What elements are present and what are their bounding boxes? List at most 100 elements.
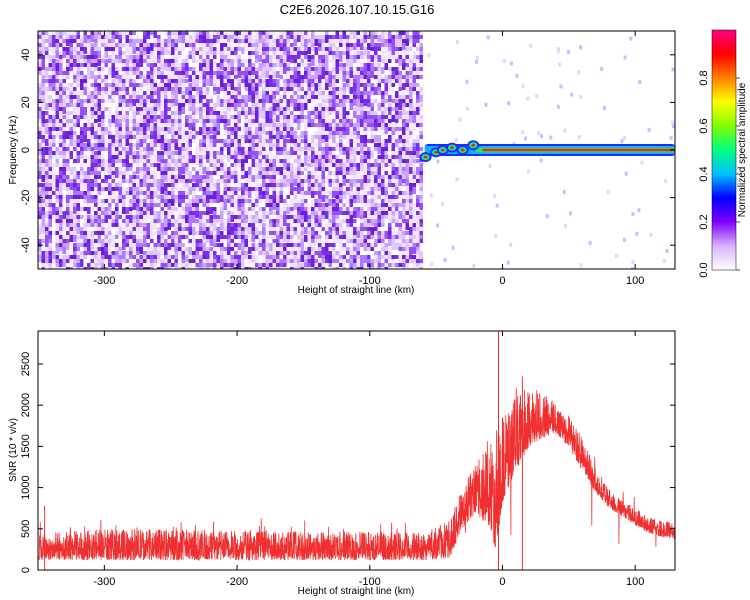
spectrogram-cell — [69, 39, 73, 43]
spectrogram-cell — [265, 87, 269, 91]
spectrogram-cell — [87, 127, 91, 131]
spectrogram-cell — [83, 43, 87, 47]
spectrogram-cell — [216, 231, 220, 235]
spectrogram-cell — [181, 75, 185, 82]
spectrogram-cell — [97, 127, 101, 131]
spectrogram-cell — [237, 123, 241, 130]
spectrogram-cell — [48, 87, 52, 91]
spectrogram-cell — [286, 111, 290, 118]
spectrogram-cell — [59, 195, 63, 199]
spectrogram-cell — [325, 71, 329, 78]
spectrogram-cell — [339, 35, 343, 42]
spectrogram-cell — [269, 35, 273, 39]
spectrogram-cell — [311, 171, 315, 175]
spectrogram-cell — [192, 223, 196, 227]
spectrogram-cell — [346, 51, 350, 55]
spectrogram-cell — [279, 131, 283, 135]
spectrogram-cell — [279, 115, 283, 119]
spectrogram-cell — [76, 55, 80, 62]
spectrogram-cell — [381, 163, 385, 167]
spectrogram-cell — [209, 267, 213, 269]
spectrogram-cell — [370, 163, 374, 170]
spectrogram-cell — [164, 107, 168, 111]
spectrogram-cell — [192, 155, 196, 159]
spectrogram-cell — [143, 103, 147, 110]
spectrogram-cell — [87, 223, 91, 227]
spectrogram-cell — [381, 39, 385, 43]
spectrogram-cell — [321, 183, 325, 190]
spectrogram-cell — [248, 39, 252, 46]
spectrogram-cell — [216, 99, 220, 103]
spectrogram-cell — [255, 87, 259, 91]
spectrogram-cell — [363, 55, 367, 59]
spectrogram-cell — [146, 179, 150, 183]
spectrogram-cell — [248, 151, 252, 155]
spectrogram-cell — [276, 83, 280, 90]
spectrogram-cell — [377, 163, 381, 167]
spectrogram-cell — [171, 123, 175, 127]
spectrogram-cell — [90, 215, 94, 219]
spectrogram-cell — [45, 119, 49, 126]
spectrogram-cell — [178, 75, 182, 79]
spectrogram-cell — [171, 55, 175, 59]
spectrogram-cell — [80, 235, 84, 239]
spectrogram-cell — [122, 179, 126, 183]
spectrogram-cell — [90, 43, 94, 50]
spectrogram-cell — [125, 127, 129, 134]
spectrogram-cell — [146, 235, 150, 239]
spectrogram-cell — [129, 31, 133, 38]
spectrogram-cell — [209, 207, 213, 214]
spectrogram-cell — [220, 215, 224, 219]
spectrogram-cell — [181, 107, 185, 114]
spectrogram-cell — [143, 175, 147, 179]
spectrogram-cell — [199, 151, 203, 155]
spectrogram-cell — [349, 135, 353, 139]
spectrogram-cell — [293, 67, 297, 71]
spectrogram-cell — [83, 47, 87, 54]
spectrogram-cell — [69, 219, 73, 226]
spectrogram-cell — [290, 207, 294, 214]
spectrogram-cell — [328, 123, 332, 127]
spectrogram-cell — [293, 31, 297, 35]
spectrogram-cell — [286, 115, 290, 122]
spectrogram-cell — [136, 207, 140, 214]
spectrogram-cell — [286, 51, 290, 58]
spectrogram-cell — [293, 267, 297, 269]
spectrogram-cell — [164, 227, 168, 231]
spectrogram-cell — [237, 43, 241, 47]
spectrogram-cell — [255, 199, 259, 206]
spectrogram-cell — [367, 175, 371, 179]
spectrogram-cell — [332, 139, 336, 143]
spectrogram-cell — [276, 243, 280, 247]
spectrogram-cell — [192, 191, 196, 195]
spectrogram-cell — [279, 195, 283, 202]
spectrogram-cell — [181, 63, 185, 70]
spectrogram-cell — [213, 119, 217, 126]
spectrogram-cell — [279, 151, 283, 155]
spectrogram-cell — [136, 215, 140, 219]
spectrogram-cell — [251, 259, 255, 263]
spectrogram-cell — [195, 35, 199, 39]
spectrogram-cell — [125, 219, 129, 226]
spectrogram-cell — [223, 31, 227, 38]
spectrogram-cell — [290, 139, 294, 146]
spectrogram-cell — [150, 139, 154, 143]
spectrogram-cell — [97, 87, 101, 94]
spectrogram-cell — [356, 79, 360, 86]
spectrogram-cell — [150, 99, 154, 106]
spectrogram-cell — [69, 223, 73, 227]
spectrogram-cell — [311, 219, 315, 226]
spectrogram-cell — [342, 247, 346, 251]
spectrogram-cell — [262, 91, 266, 95]
spectrogram-cell — [304, 227, 308, 234]
spectrogram-cell — [41, 59, 45, 63]
spectrogram-cell — [143, 123, 147, 130]
spectrogram-cell — [52, 63, 56, 67]
spectrogram-cell — [174, 163, 178, 167]
spectrogram-cell — [83, 255, 87, 259]
spectrogram-cell — [146, 71, 150, 78]
spectrogram-cell — [125, 207, 129, 214]
spectrogram-cell — [174, 243, 178, 247]
spectrogram-cell — [255, 135, 259, 139]
spectrogram-cell — [335, 91, 339, 95]
